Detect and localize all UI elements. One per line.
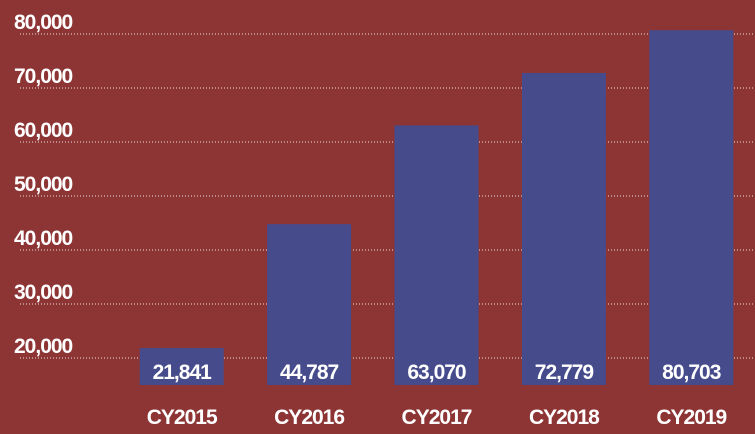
value-label: 63,070: [407, 361, 466, 384]
x-tick-label: CY2016: [274, 406, 344, 429]
x-tick-label: CY2018: [529, 406, 600, 429]
y-tick-label: 80,000: [14, 11, 73, 34]
y-tick-label: 70,000: [14, 65, 73, 88]
value-label: 72,779: [535, 361, 594, 384]
x-tick-label: CY2017: [402, 406, 472, 429]
bar: [139, 348, 224, 385]
value-label: 80,703: [662, 361, 721, 384]
bar: [521, 72, 606, 385]
x-tick-label: CY2015: [147, 406, 218, 429]
y-tick-label: 60,000: [14, 119, 73, 142]
value-label: 21,841: [153, 361, 213, 384]
y-tick-label: 50,000: [14, 173, 73, 196]
bar: [649, 30, 734, 386]
y-tick-label: 30,000: [14, 281, 73, 304]
x-tick-label: CY2019: [656, 406, 726, 429]
y-tick-label: 40,000: [14, 227, 73, 250]
bar: [267, 224, 352, 385]
bar: [394, 125, 479, 385]
value-label: 44,787: [280, 361, 339, 384]
y-tick-label: 20,000: [14, 335, 73, 358]
